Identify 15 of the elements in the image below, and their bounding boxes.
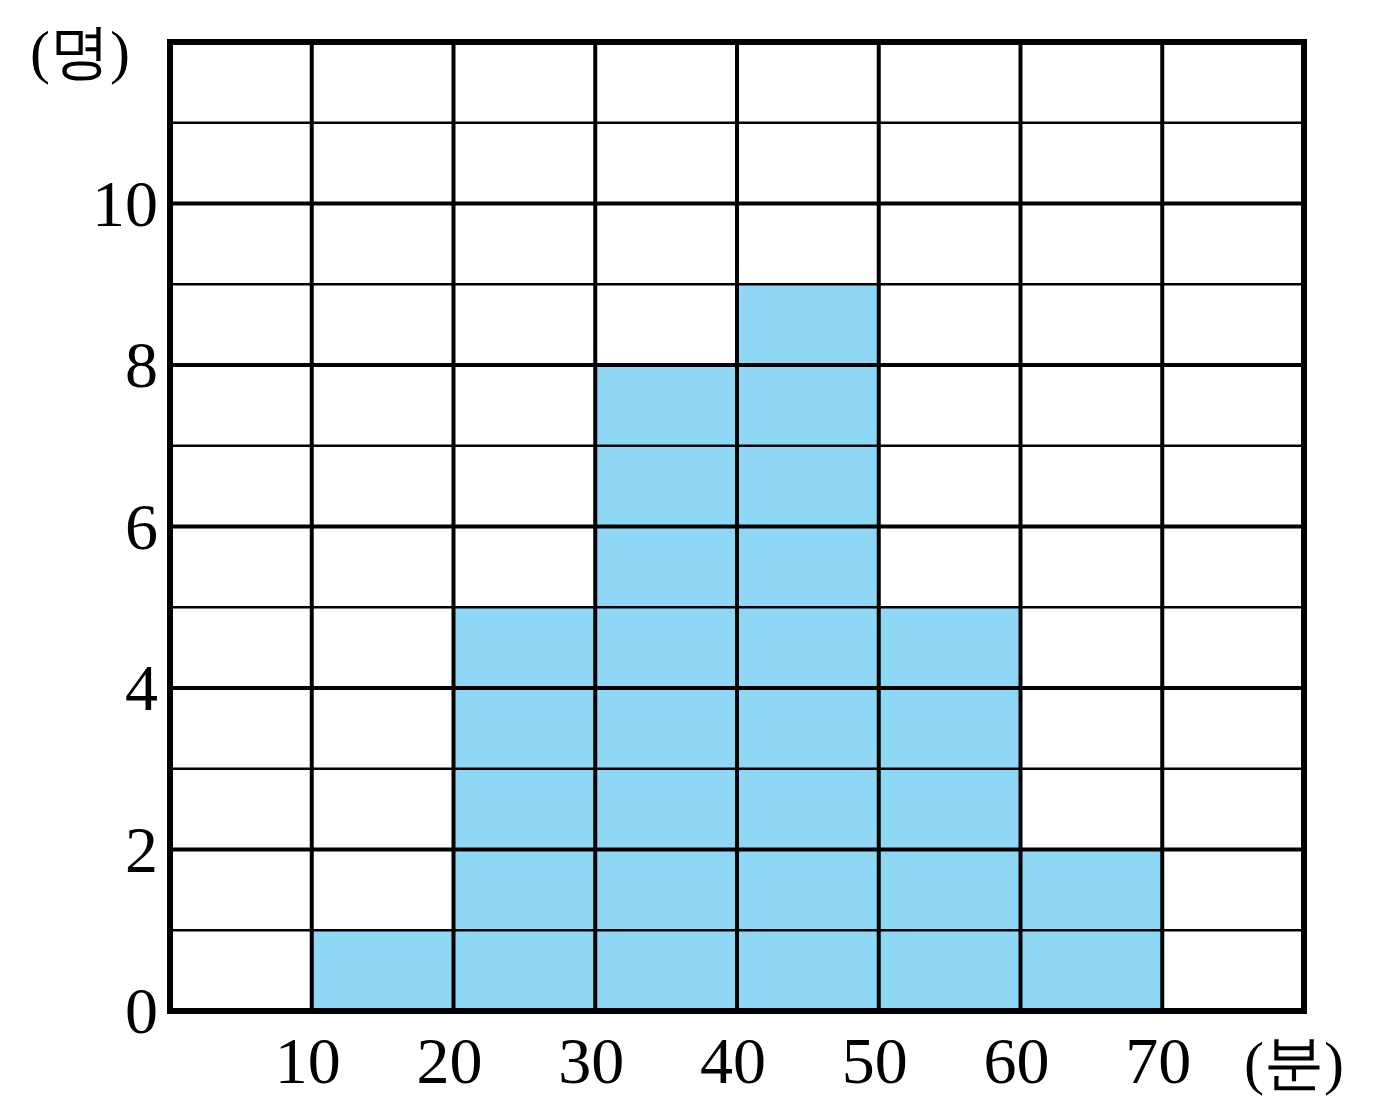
x-tick-label: 60 [983, 1024, 1050, 1097]
y-tick-label: 4 [125, 651, 158, 724]
x-tick-label: 70 [1125, 1024, 1192, 1097]
y-tick-label: 2 [125, 812, 158, 886]
x-tick-label: 40 [700, 1024, 766, 1097]
x-axis-title: (분) [1244, 1030, 1344, 1096]
y-tick-label: 8 [125, 328, 158, 401]
y-axis-title: (명) [30, 19, 130, 85]
y-tick-label: 10 [92, 166, 158, 240]
y-tick-label: 0 [125, 974, 158, 1047]
x-tick-label: 20 [416, 1024, 483, 1097]
x-tick-label: 50 [841, 1024, 908, 1097]
x-tick-label: 10 [274, 1024, 341, 1097]
y-tick-label: 6 [125, 489, 158, 563]
x-tick-label: 30 [558, 1024, 625, 1097]
